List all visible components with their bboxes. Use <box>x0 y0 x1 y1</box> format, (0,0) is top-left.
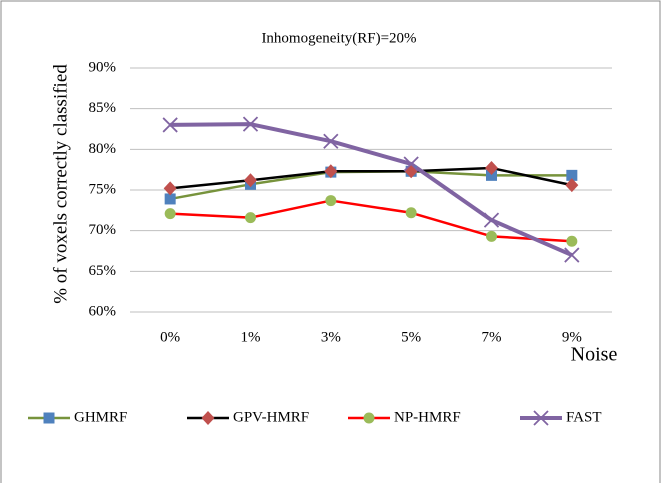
series-line <box>170 122 573 257</box>
data-point <box>565 178 579 193</box>
data-point <box>483 212 500 228</box>
data-point <box>325 195 337 207</box>
legend-marker <box>201 411 215 425</box>
x-tick-label: 0% <box>160 329 180 345</box>
x-tick-label: 7% <box>482 329 502 345</box>
data-point <box>403 156 419 172</box>
data-point <box>564 247 580 263</box>
data-point <box>486 230 497 242</box>
data-point <box>324 164 338 179</box>
y-tick-label: 70% <box>89 222 117 238</box>
x-tick-label: 9% <box>562 329 582 345</box>
data-point <box>486 169 497 181</box>
data-point <box>566 235 578 247</box>
data-point <box>566 169 578 181</box>
y-tick-label: 75% <box>89 181 117 197</box>
data-point <box>485 161 498 176</box>
y-tick-label: 80% <box>89 141 117 157</box>
chart-title: Inhomogeneity(RF)=20% <box>261 30 416 46</box>
x-tick-label: 5% <box>401 329 421 345</box>
legend-marker <box>533 410 549 426</box>
data-point <box>164 193 176 205</box>
data-point <box>162 117 178 133</box>
legend-label: GPV-HMRF <box>233 409 309 425</box>
data-point <box>244 173 257 188</box>
x-axis-title: Noise <box>571 344 618 366</box>
y-axis-title: % of voxels correctly classified <box>50 64 71 304</box>
data-point <box>163 181 177 196</box>
legend-marker <box>363 412 375 424</box>
x-tick-label: 3% <box>321 329 341 345</box>
legend-label: NP-HMRF <box>394 409 461 425</box>
y-tick-label: 85% <box>89 100 117 116</box>
y-tick-label: 90% <box>89 59 117 75</box>
data-point <box>242 116 259 132</box>
x-tick-label: 1% <box>241 329 261 345</box>
legend-label: FAST <box>566 409 602 425</box>
legend-marker <box>43 412 55 424</box>
series-line <box>170 166 573 190</box>
series-line <box>170 199 572 243</box>
y-tick-label: 65% <box>89 263 117 279</box>
data-point <box>245 212 256 224</box>
data-point <box>323 133 339 149</box>
data-point <box>405 207 417 219</box>
y-tick-label: 60% <box>89 303 117 319</box>
data-point <box>164 208 176 220</box>
legend-label: GHMRF <box>74 409 127 425</box>
